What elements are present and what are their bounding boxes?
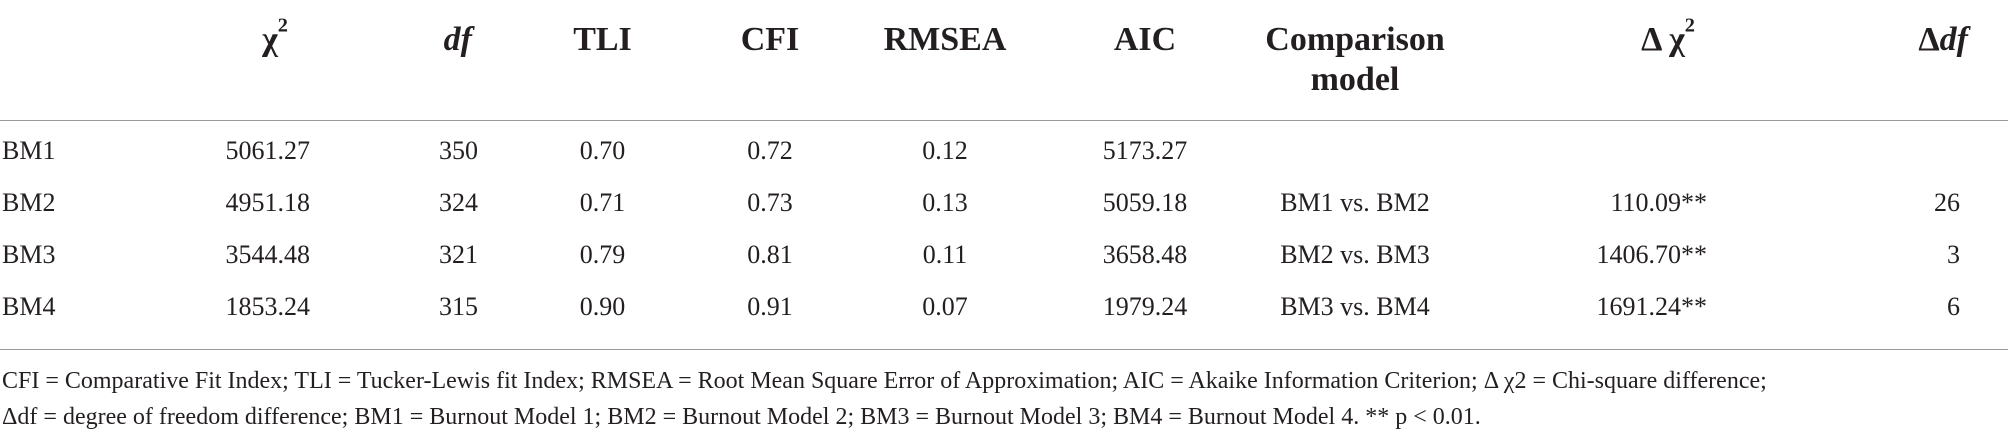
cell-delta-df <box>1715 121 2008 178</box>
header-row: χ2 df TLI CFI RMSEA AIC Comparison model… <box>0 0 2008 121</box>
cell-delta-df: 26 <box>1934 188 1960 217</box>
cell-tli: 0.71 <box>579 188 626 217</box>
cell-rmsea: 0.07 <box>922 292 968 321</box>
cell-tli: 0.79 <box>579 240 626 269</box>
cell-delta-df: 6 <box>1947 292 1960 321</box>
header-delta-df-italic: df <box>1939 21 1968 58</box>
header-chi-square-symbol: χ <box>262 21 278 58</box>
cell-rmsea: 0.11 <box>922 240 968 269</box>
cell-chi-square: 5061.27 <box>225 136 311 165</box>
cell-rmsea: 0.12 <box>922 136 968 165</box>
cell-model: BM2 <box>2 188 56 217</box>
cell-model: BM4 <box>2 292 56 321</box>
cell-model: BM1 <box>2 136 56 165</box>
header-delta-chi-square-superscript: 2 <box>1684 14 1695 37</box>
header-aic-label: AIC <box>1113 21 1177 58</box>
header-chi-square-superscript: 2 <box>277 14 288 37</box>
cell-tli: 0.70 <box>579 136 626 165</box>
header-model <box>0 0 150 121</box>
table-body: BM1 5061.27 350 0.70 0.72 0.12 5173.27 B… <box>0 121 2008 334</box>
cell-chi-square: 3544.48 <box>225 240 311 269</box>
table-row: BM4 1853.24 315 0.90 0.91 0.07 1979.24 B… <box>0 281 2008 333</box>
cell-comparison: BM1 vs. BM2 <box>1280 188 1430 217</box>
cell-aic: 5173.27 <box>1102 136 1188 165</box>
cell-aic: 5059.18 <box>1102 188 1188 217</box>
cell-comparison: BM2 vs. BM3 <box>1280 240 1430 269</box>
cell-delta-chi-square: 1406.70** <box>1596 240 1708 269</box>
cell-df: 350 <box>439 136 478 165</box>
header-aic: AIC <box>1015 0 1195 121</box>
cell-delta-chi-square <box>1465 121 1715 178</box>
cell-delta-chi-square: 110.09** <box>1610 188 1707 217</box>
cell-df: 324 <box>439 188 478 217</box>
cell-cfi: 0.81 <box>747 240 793 269</box>
fit-indices-table: χ2 df TLI CFI RMSEA AIC Comparison model… <box>0 0 2008 334</box>
cell-chi-square: 4951.18 <box>225 188 311 217</box>
cell-chi-square: 1853.24 <box>225 292 311 321</box>
cell-cfi: 0.73 <box>747 188 793 217</box>
cell-cfi: 0.72 <box>747 136 793 165</box>
header-rmsea: RMSEA <box>883 21 1007 58</box>
cell-comparison <box>1195 121 1465 178</box>
header-delta-chi-square-symbol: Δ χ <box>1641 21 1685 58</box>
cell-delta-df: 3 <box>1947 240 1960 269</box>
cell-delta-chi-square: 1691.24** <box>1596 292 1708 321</box>
header-delta-chi-square: Δ χ2 <box>1465 0 1715 121</box>
cell-rmsea: 0.13 <box>922 188 968 217</box>
table-row: BM2 4951.18 324 0.71 0.73 0.13 5059.18 B… <box>0 177 2008 229</box>
header-delta-df: Δdf <box>1715 0 2008 121</box>
cell-model: BM3 <box>2 240 56 269</box>
cell-df: 315 <box>439 292 478 321</box>
table-row: BM1 5061.27 350 0.70 0.72 0.12 5173.27 <box>0 121 2008 178</box>
cell-comparison: BM3 vs. BM4 <box>1280 292 1430 321</box>
header-delta-df-prefix: Δ <box>1918 21 1940 58</box>
footnote-line-2: Δdf = degree of freedom difference; BM1 … <box>2 404 1481 430</box>
table-header: χ2 df TLI CFI RMSEA AIC Comparison model… <box>0 0 2008 121</box>
table-footnote: CFI = Comparative Fit Index; TLI = Tucke… <box>2 363 1992 435</box>
cell-cfi: 0.91 <box>747 292 793 321</box>
cell-df: 321 <box>439 240 478 269</box>
cell-aic: 3658.48 <box>1102 240 1188 269</box>
footnote-line-1: CFI = Comparative Fit Index; TLI = Tucke… <box>2 368 1767 394</box>
header-df: df <box>443 21 472 58</box>
cell-tli: 0.90 <box>579 292 626 321</box>
table-bottom-rule <box>0 349 2008 350</box>
header-cfi: CFI <box>740 21 800 58</box>
header-comparison-model: Comparison model <box>1195 0 1465 121</box>
header-chi-square: χ2 <box>150 0 320 121</box>
header-tli: TLI <box>573 21 632 58</box>
header-comparison-line2: model <box>1310 61 1400 98</box>
header-comparison-line1: Comparison <box>1265 21 1445 58</box>
table-row: BM3 3544.48 321 0.79 0.81 0.11 3658.48 B… <box>0 229 2008 281</box>
cell-aic: 1979.24 <box>1102 292 1188 321</box>
fit-indices-table-container: χ2 df TLI CFI RMSEA AIC Comparison model… <box>0 0 2008 334</box>
